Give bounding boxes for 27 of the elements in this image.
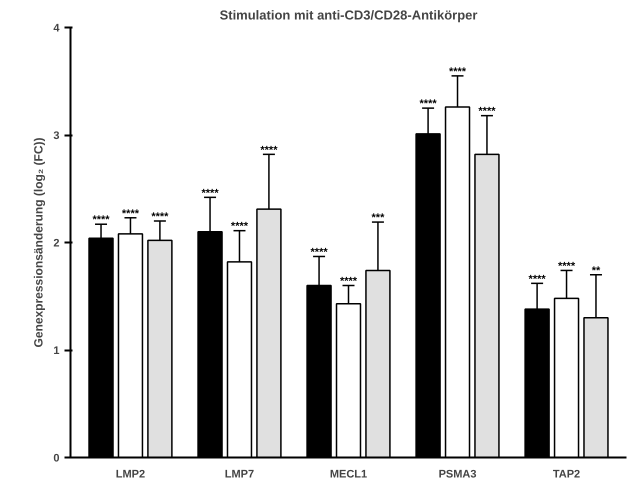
x-tick-label: LMP7 [224,468,254,480]
x-tick-label: PSMA3 [438,468,476,480]
y-tick-label: 0 [53,452,60,464]
annotation: **** [92,214,110,226]
annotation: ** [592,264,601,277]
annotation: **** [420,98,438,110]
annotation: **** [528,273,546,286]
annotation: **** [448,66,467,78]
annotation: **** [122,208,140,220]
y-tick-label: 2 [53,238,60,250]
x-tick-label: MECL1 [330,468,368,480]
y-tick-label: 3 [53,130,60,142]
annotation: **** [310,246,328,258]
y-axis-title: Genexpressionsänderung (log₂ (FC)) [31,137,46,348]
annotation: **** [558,260,576,272]
y-tick-label: 1 [53,345,60,357]
annotation: **** [260,144,278,156]
chart-title: Stimulation mit anti-CD3/CD28-Antikörper [220,8,478,22]
y-tick-label: 4 [53,22,60,34]
annotation: **** [340,276,358,288]
annotation: **** [478,106,496,118]
x-tick-label: LMP2 [116,468,146,480]
x-tick-label: TAP2 [552,468,580,480]
annotation: **** [201,187,220,200]
annotation: *** [372,212,386,224]
annotation: **** [230,220,249,233]
annotation: **** [151,211,170,223]
